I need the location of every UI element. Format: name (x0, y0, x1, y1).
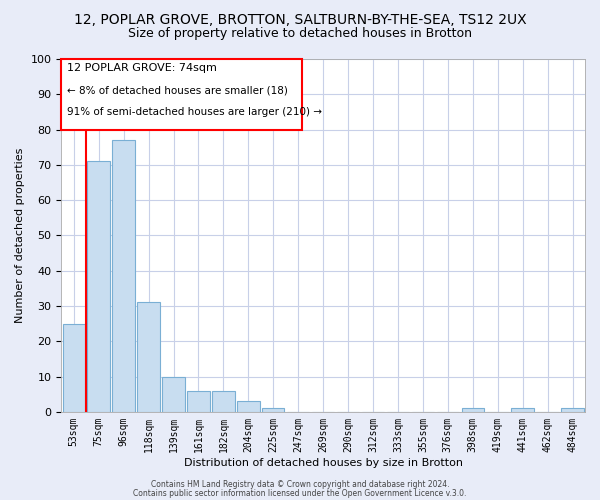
Bar (62, 324, 85, 412)
Bar (88, 162, 110, 412)
Text: 91% of semi-detached houses are larger (210) →: 91% of semi-detached houses are larger (… (67, 106, 322, 117)
Text: ← 8% of detached houses are smaller (18): ← 8% of detached houses are smaller (18) (67, 86, 287, 96)
Bar (112, 140, 135, 412)
FancyBboxPatch shape (61, 59, 302, 130)
Y-axis label: Number of detached properties: Number of detached properties (15, 148, 25, 323)
Bar (461, 408, 484, 412)
Bar (511, 408, 534, 412)
X-axis label: Distribution of detached houses by size in Brotton: Distribution of detached houses by size … (184, 458, 463, 468)
Text: 12 POPLAR GROVE: 74sqm: 12 POPLAR GROVE: 74sqm (67, 62, 217, 72)
Bar (212, 390, 235, 412)
Text: Size of property relative to detached houses in Brotton: Size of property relative to detached ho… (128, 28, 472, 40)
Bar (162, 376, 185, 412)
Bar (262, 408, 284, 412)
Bar (137, 302, 160, 412)
Text: 12, POPLAR GROVE, BROTTON, SALTBURN-BY-THE-SEA, TS12 2UX: 12, POPLAR GROVE, BROTTON, SALTBURN-BY-T… (74, 12, 526, 26)
Bar (187, 390, 209, 412)
Bar (237, 401, 260, 412)
Text: Contains public sector information licensed under the Open Government Licence v.: Contains public sector information licen… (133, 489, 467, 498)
Bar (562, 408, 584, 412)
Text: Contains HM Land Registry data © Crown copyright and database right 2024.: Contains HM Land Registry data © Crown c… (151, 480, 449, 489)
